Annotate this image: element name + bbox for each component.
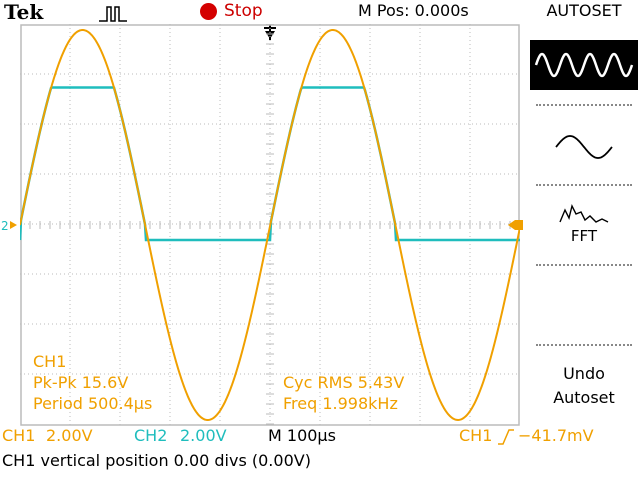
ch2-vertical-scale[interactable]: 2.00V xyxy=(180,426,227,445)
menu-separator xyxy=(536,104,632,106)
ch1-vertical-scale[interactable]: 2.00V xyxy=(46,426,93,445)
undo-autoset-label: Undo Autoset xyxy=(530,362,638,410)
undo-label-line1: Undo xyxy=(563,364,605,383)
menu-separator xyxy=(536,264,632,266)
ch2-waveform xyxy=(20,86,520,242)
measurement-period: Period 500.4µs xyxy=(33,394,153,413)
multi-cycle-sine-button[interactable] xyxy=(530,40,638,90)
measurement-frequency: Freq 1.998kHz xyxy=(283,394,398,413)
waveform-display[interactable] xyxy=(20,24,520,426)
single-cycle-sine-button[interactable] xyxy=(530,122,638,172)
stop-indicator-icon xyxy=(200,3,217,20)
multi-cycle-sine-icon xyxy=(534,52,634,78)
acquisition-state: Stop xyxy=(224,1,263,21)
autoset-menu-title: AUTOSET xyxy=(546,1,622,20)
ch2-ground-marker[interactable]: 2 xyxy=(0,218,20,232)
trigger-level-marker[interactable] xyxy=(506,216,524,234)
trigger-level-readout[interactable]: −41.7mV xyxy=(518,426,594,445)
menu-separator xyxy=(536,184,632,186)
brand-logo: Tek xyxy=(4,0,44,24)
measurement-peak-to-peak: Pk-Pk 15.6V xyxy=(33,373,129,392)
measurement-cycle-rms: Cyc RMS 5.43V xyxy=(283,373,405,392)
status-message: CH1 vertical position 0.00 divs (0.00V) xyxy=(2,451,311,470)
rising-edge-icon xyxy=(498,429,514,445)
ch2-marker-label: 2 xyxy=(1,219,9,232)
undo-label-line2: Autoset xyxy=(553,388,615,407)
fft-spectrum-icon xyxy=(559,203,609,223)
trigger-status-icon xyxy=(99,6,127,22)
fft-label: FFT xyxy=(570,227,598,245)
ch1-waveform xyxy=(20,29,520,422)
ch2-label[interactable]: CH2 xyxy=(134,426,168,445)
menu-separator xyxy=(536,344,632,346)
timebase-readout[interactable]: M 100µs xyxy=(268,426,336,445)
ch1-label[interactable]: CH1 xyxy=(2,426,36,445)
horizontal-position-readout: M Pos: 0.000s xyxy=(358,1,469,20)
single-cycle-sine-icon xyxy=(555,135,613,159)
measurement-source: CH1 xyxy=(33,352,67,371)
trigger-source[interactable]: CH1 xyxy=(459,426,493,445)
fft-button[interactable] xyxy=(530,200,638,252)
